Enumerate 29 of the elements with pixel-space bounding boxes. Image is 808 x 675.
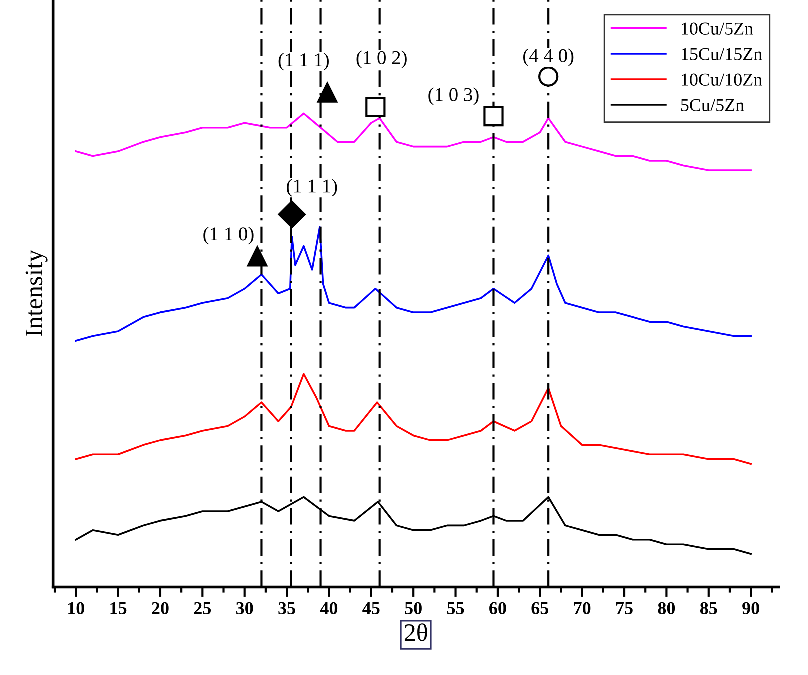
x-tick-label: 50 (405, 602, 422, 615)
annotation: (1 1 1) (287, 179, 338, 197)
x-tick-label: 55 (447, 602, 464, 615)
x-tick-label: 65 (532, 602, 549, 615)
x-tick-label: 70 (574, 602, 591, 615)
x-tick-label: 60 (490, 602, 506, 615)
x-tick-label: 20 (152, 602, 169, 615)
x-tick-label: 40 (320, 602, 338, 615)
annotation: (1 1 1) (278, 53, 329, 71)
x-tick-label: 75 (616, 602, 633, 615)
x-tick-label: 35 (278, 602, 296, 615)
legend-label: 5Cu/5Zn (681, 99, 744, 112)
x-tick-label: 10 (68, 602, 84, 615)
legend-label: 10Cu/5Zn (682, 22, 754, 35)
legend-label: 15Cu/15Zn (682, 48, 762, 60)
x-tick-label: 30 (236, 602, 254, 615)
x-tick-label: 45 (362, 602, 380, 615)
legend-label: 10Cu/10Zn (682, 74, 762, 86)
y-axis-title: Intensity (26, 250, 48, 336)
annotation: (1 0 2) (356, 50, 407, 68)
annotation: (1 1 0) (204, 227, 254, 245)
annotation: (1 0 3) (428, 88, 479, 106)
x-axis-title: 2θ (404, 624, 428, 642)
x-tick-label: 90 (742, 602, 760, 615)
x-tick-label: 25 (194, 602, 212, 615)
x-tick-label: 80 (658, 602, 676, 615)
x-tick-label: 15 (110, 602, 127, 615)
annotation: (4 4 0) (524, 48, 574, 66)
x-tick-label: 85 (700, 602, 718, 615)
